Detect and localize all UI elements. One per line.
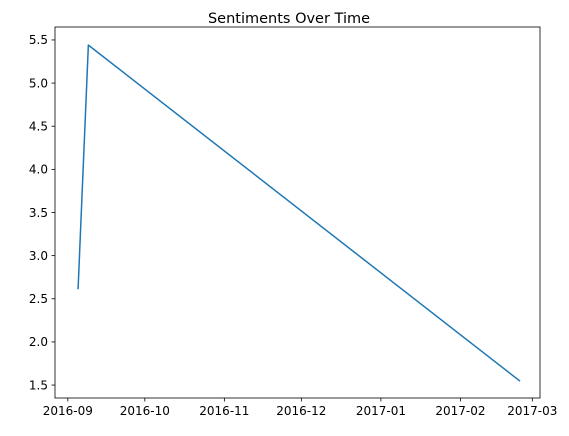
x-tick-label: 2016-12 [276,404,326,418]
y-axis: 1.5 2.0 2.5 3.0 3.5 4.0 4.5 5.0 5.5 [29,33,55,392]
x-tick-label: 2016-09 [43,404,93,418]
y-tick-label: 1.5 [29,378,48,392]
chart-title: Sentiments Over Time [208,11,370,27]
x-tick-label: 2016-10 [120,404,170,418]
y-tick-label: 3.5 [29,206,48,220]
x-tick-label: 2017-01 [356,404,406,418]
series-layer [78,45,519,381]
y-tick-label: 4.0 [29,163,48,177]
x-tick-label: 2017-02 [435,404,485,418]
y-tick-label: 2.5 [29,292,48,306]
y-tick-label: 3.0 [29,249,48,263]
plot-area-frame [55,27,540,398]
x-axis: 2016-09 2016-10 2016-11 2016-12 2017-01 2017-… [43,398,558,418]
y-tick-label: 2.0 [29,335,48,349]
x-tick-label: 2017-03 [507,404,557,418]
y-tick-label: 5.5 [29,33,48,47]
x-tick-label: 2016-11 [199,404,249,418]
series-line [78,45,519,381]
y-tick-label: 4.5 [29,120,48,134]
y-tick-label: 5.0 [29,76,48,90]
